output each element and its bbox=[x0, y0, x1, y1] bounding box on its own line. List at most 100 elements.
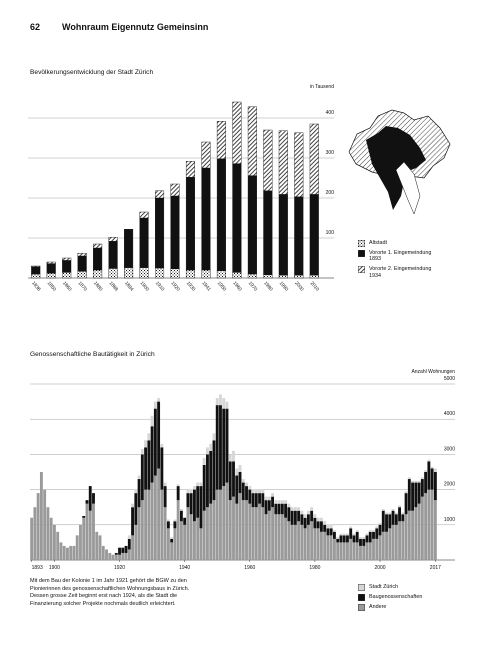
bar-segment bbox=[39, 472, 43, 560]
bar-segment bbox=[93, 243, 103, 249]
bar-segment bbox=[137, 475, 141, 480]
bar-segment bbox=[303, 514, 307, 518]
bar-segment bbox=[306, 514, 310, 525]
bar-segment bbox=[427, 459, 431, 462]
bar-segment bbox=[202, 457, 206, 465]
x-tick-label: 1950 bbox=[216, 280, 228, 292]
bar-segment bbox=[271, 493, 275, 497]
bar-segment bbox=[254, 493, 258, 508]
bar-segment bbox=[394, 514, 398, 525]
bar-segment bbox=[160, 443, 164, 448]
bar-segment bbox=[170, 183, 180, 197]
bar-segment bbox=[319, 521, 323, 532]
bar-segment bbox=[254, 489, 258, 494]
bar-segment bbox=[417, 503, 421, 560]
bar-segment bbox=[62, 257, 72, 261]
bar-segment bbox=[271, 496, 275, 508]
bar-segment bbox=[417, 480, 421, 483]
bar-segment bbox=[303, 528, 307, 560]
x-tick-label: 1900 bbox=[139, 280, 151, 292]
bar-segment bbox=[391, 508, 395, 511]
x-tick-label: 1920 bbox=[114, 565, 125, 571]
bar-segment bbox=[154, 197, 165, 269]
legend-label: Vororte 1. Eingemeindung 1893 bbox=[369, 250, 432, 263]
x-tick-label: 1888 bbox=[108, 280, 120, 292]
x-tick-label: 1894 bbox=[123, 280, 135, 292]
bar-segment bbox=[319, 517, 323, 522]
bar-segment bbox=[359, 538, 362, 546]
bar-segment bbox=[247, 273, 257, 279]
bar-segment bbox=[219, 405, 222, 490]
bar-segment bbox=[323, 531, 327, 560]
bar-segment bbox=[297, 510, 301, 522]
bar-segment bbox=[247, 175, 257, 275]
bar-segment bbox=[199, 528, 203, 560]
bar-segment bbox=[359, 537, 362, 539]
bar-segment bbox=[228, 461, 232, 501]
bar-segment bbox=[176, 500, 180, 560]
bar-segment bbox=[263, 129, 273, 191]
chart: Bevölkerungsentwicklung der Stadt Zürich… bbox=[28, 69, 334, 293]
bar-segment bbox=[163, 482, 167, 487]
bar-segment bbox=[131, 507, 134, 536]
y-tick-label: 5000 bbox=[444, 376, 455, 382]
bar-segment bbox=[365, 533, 369, 536]
bar-segment bbox=[219, 489, 222, 560]
bar-segment bbox=[46, 273, 56, 279]
bar-segment bbox=[287, 503, 291, 508]
bar-segment bbox=[274, 503, 278, 515]
bar-segment bbox=[108, 552, 112, 560]
bar-segment bbox=[277, 503, 281, 515]
bar-segment bbox=[294, 275, 304, 279]
bar-segment bbox=[313, 514, 317, 518]
bar-segment bbox=[414, 482, 418, 508]
x-tick-label: 1910 bbox=[154, 280, 166, 292]
bar-segment bbox=[411, 510, 415, 560]
bar-segment bbox=[378, 523, 382, 525]
bar-segment bbox=[388, 512, 392, 515]
bar-segment bbox=[346, 535, 349, 543]
bar-segment bbox=[222, 398, 226, 409]
bar-segment bbox=[290, 507, 294, 511]
legend-item: Stadt Zürich bbox=[358, 583, 439, 591]
bar-segment bbox=[140, 449, 144, 455]
bar-segment bbox=[339, 542, 343, 560]
bar-segment bbox=[144, 489, 148, 560]
bar-segment bbox=[310, 521, 314, 560]
bar-segment bbox=[258, 493, 261, 504]
bar-segment bbox=[414, 507, 418, 560]
bar-segment bbox=[88, 510, 92, 560]
bar-segment bbox=[391, 524, 395, 560]
bar-segment bbox=[92, 493, 95, 504]
bar-segment bbox=[267, 510, 271, 560]
bar-segment bbox=[368, 530, 372, 532]
bar-segment bbox=[75, 535, 79, 560]
y-tick-label: 2000 bbox=[444, 482, 455, 488]
bar-segment bbox=[326, 535, 330, 560]
bar-segment bbox=[355, 531, 359, 543]
bar-segment bbox=[173, 528, 177, 560]
x-tick-label: 1980 bbox=[309, 565, 320, 571]
bar-segment bbox=[196, 486, 200, 518]
bar-segment bbox=[241, 500, 245, 560]
bar-segment bbox=[378, 524, 382, 536]
bar-segment bbox=[77, 252, 87, 257]
bar-segment bbox=[342, 535, 346, 543]
bar-segment bbox=[310, 510, 314, 522]
bar-segment bbox=[293, 510, 297, 525]
bar-segment bbox=[394, 512, 398, 515]
bar-segment bbox=[199, 486, 203, 529]
bar-segment bbox=[375, 538, 379, 560]
bar-segment bbox=[85, 500, 89, 504]
bar-segment bbox=[381, 508, 385, 511]
bar-segment bbox=[352, 533, 356, 536]
x-tick-label: 1990 bbox=[278, 280, 290, 292]
bar-segment bbox=[118, 554, 121, 560]
bar-segment bbox=[196, 482, 200, 487]
bar-segment bbox=[196, 517, 200, 560]
bar-segment bbox=[278, 130, 288, 195]
bar-segment bbox=[362, 538, 366, 546]
bar-segment bbox=[319, 531, 323, 560]
bar-segment bbox=[251, 489, 255, 494]
bar-segment bbox=[82, 517, 86, 560]
